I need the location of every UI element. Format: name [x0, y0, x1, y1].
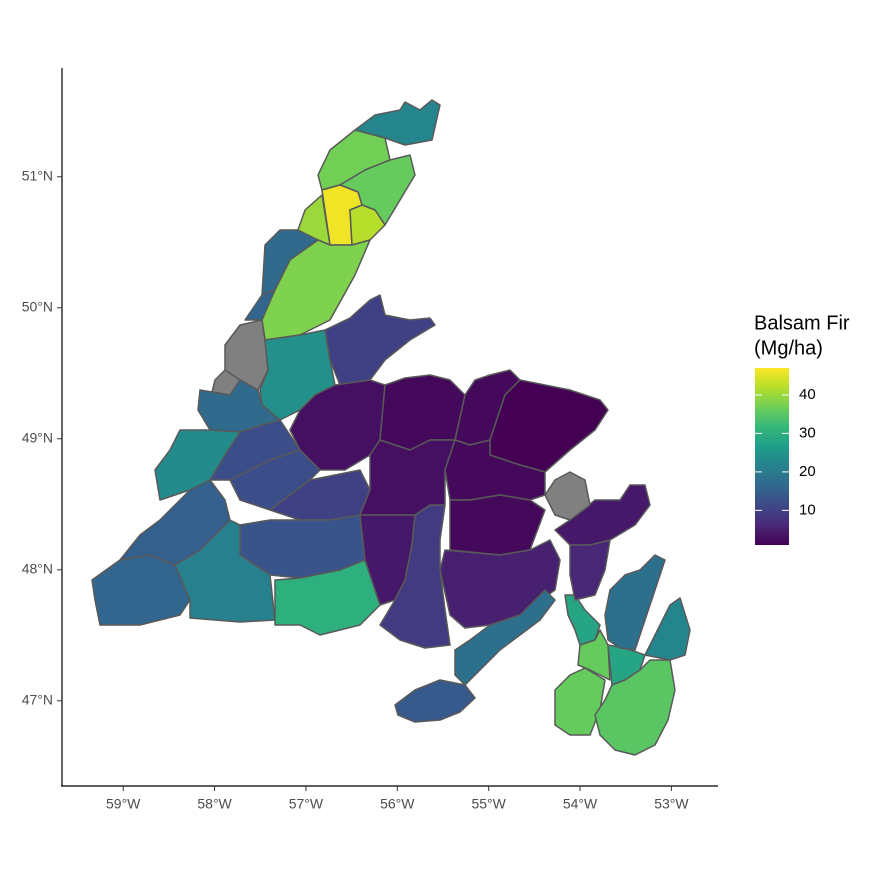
region — [564, 594, 601, 646]
region — [394, 679, 476, 723]
region — [554, 484, 651, 546]
colorbar-label: 40 — [799, 386, 816, 403]
region — [379, 504, 451, 649]
y-tick-label: 50°N — [22, 298, 53, 314]
colorbar — [755, 368, 789, 545]
colorbar-label: 10 — [799, 501, 816, 518]
x-tick-label: 56°W — [380, 796, 415, 812]
y-tick-label: 48°N — [22, 561, 53, 577]
region — [229, 449, 321, 511]
x-tick-label: 58°W — [197, 796, 232, 812]
colorbar-label: 20 — [799, 463, 816, 480]
region — [489, 379, 609, 473]
colorbar-label: 30 — [799, 424, 816, 441]
region — [449, 494, 546, 556]
region — [274, 559, 381, 636]
regions — [91, 99, 691, 756]
legend-title: Balsam Fir — [754, 312, 850, 334]
x-tick-label: 54°W — [563, 796, 598, 812]
region — [379, 374, 466, 451]
region — [324, 294, 436, 386]
region — [197, 379, 281, 433]
legend-title: (Mg/ha) — [754, 337, 823, 359]
y-tick-label: 51°N — [22, 167, 53, 183]
x-tick-label: 57°W — [289, 796, 324, 812]
region — [544, 471, 591, 521]
region — [119, 479, 231, 566]
x-tick-label: 59°W — [106, 796, 141, 812]
x-tick-label: 53°W — [654, 796, 689, 812]
x-tick-label: 55°W — [471, 796, 506, 812]
region — [644, 597, 691, 661]
y-tick-label: 47°N — [22, 692, 53, 708]
region — [569, 539, 611, 601]
region — [594, 659, 676, 756]
region — [604, 554, 666, 651]
y-tick-label: 49°N — [22, 429, 53, 445]
region — [359, 439, 456, 516]
